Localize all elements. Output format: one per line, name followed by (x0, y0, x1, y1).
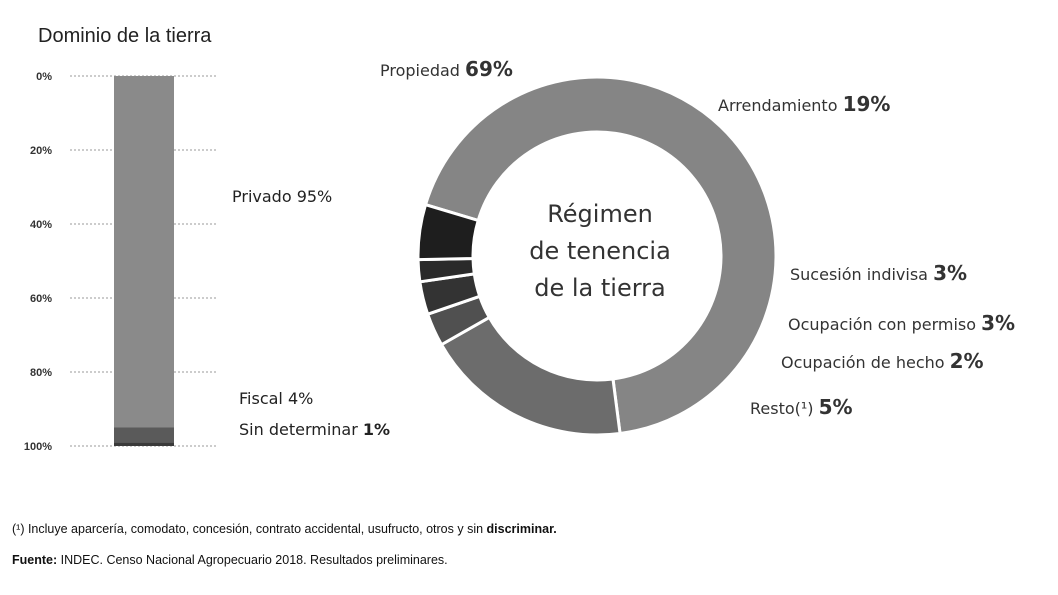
donut-slice-propiedad (423, 75, 778, 436)
donut-label: Sucesión indivisa 3% (790, 261, 967, 285)
y-tick-label: 40% (30, 219, 52, 231)
footnote-text: (¹) Incluye aparcería, comodato, concesi… (12, 522, 487, 536)
y-tick-label: 60% (30, 293, 52, 305)
bar-segment-sin-determinar (114, 442, 174, 446)
donut-chart (416, 75, 778, 437)
donut-label: Arrendamiento 19% (718, 92, 890, 116)
footnote-source: Fuente: INDEC. Censo Nacional Agropecuar… (12, 553, 448, 567)
donut-label-pct: 2% (950, 349, 984, 373)
bar-stack (114, 76, 174, 446)
bar-labels: Privado 95% Fiscal 4% Sin determinar 1% (232, 187, 390, 439)
donut-labels: Propiedad 69% Arrendamiento 19% Sucesión i… (380, 57, 1015, 419)
y-tick-label: 20% (30, 145, 52, 157)
label-privado: Privado 95% (232, 187, 332, 206)
donut-label-pct: 3% (981, 311, 1015, 335)
footnote-bold: discriminar. (486, 522, 557, 536)
donut-label-pct: 5% (819, 395, 853, 419)
donut-center-label: Régimen de tenencia de la tierra (529, 200, 671, 302)
donut-slice-arrendamiento (439, 315, 622, 437)
donut-slice-resto (416, 202, 481, 262)
source-label: Fuente: (12, 553, 58, 567)
center-label-line: de la tierra (534, 274, 666, 302)
label-fiscal: Fiscal 4% (239, 389, 313, 408)
source-text: INDEC. Censo Nacional Agropecuario 2018.… (57, 553, 448, 567)
donut-label: Ocupación con permiso 3% (788, 311, 1015, 335)
y-tick-label: 0% (36, 71, 52, 83)
bar-segment-fiscal (114, 427, 174, 443)
y-tick-label: 80% (30, 367, 52, 379)
donut-label: Ocupación de hecho 2% (781, 349, 984, 373)
bar-chart-title: Dominio de la tierra (38, 25, 212, 47)
y-tick-label: 100% (24, 441, 52, 453)
label-sin-determinar: Sin determinar 1% (239, 420, 390, 439)
bar-segment-privado (114, 76, 174, 428)
center-label-line: Régimen (547, 200, 653, 228)
footnote-note: (¹) Incluye aparcería, comodato, concesi… (12, 522, 557, 536)
donut-label: Resto(¹) 5% (750, 395, 853, 419)
center-label-line: de tenencia (529, 237, 671, 265)
label-sin-determinar-pct: 1% (363, 420, 390, 439)
donut-label-pct: 19% (843, 92, 891, 116)
donut-label-pct: 3% (933, 261, 967, 285)
donut-label: Propiedad 69% (380, 57, 513, 81)
donut-label-pct: 69% (465, 57, 513, 81)
